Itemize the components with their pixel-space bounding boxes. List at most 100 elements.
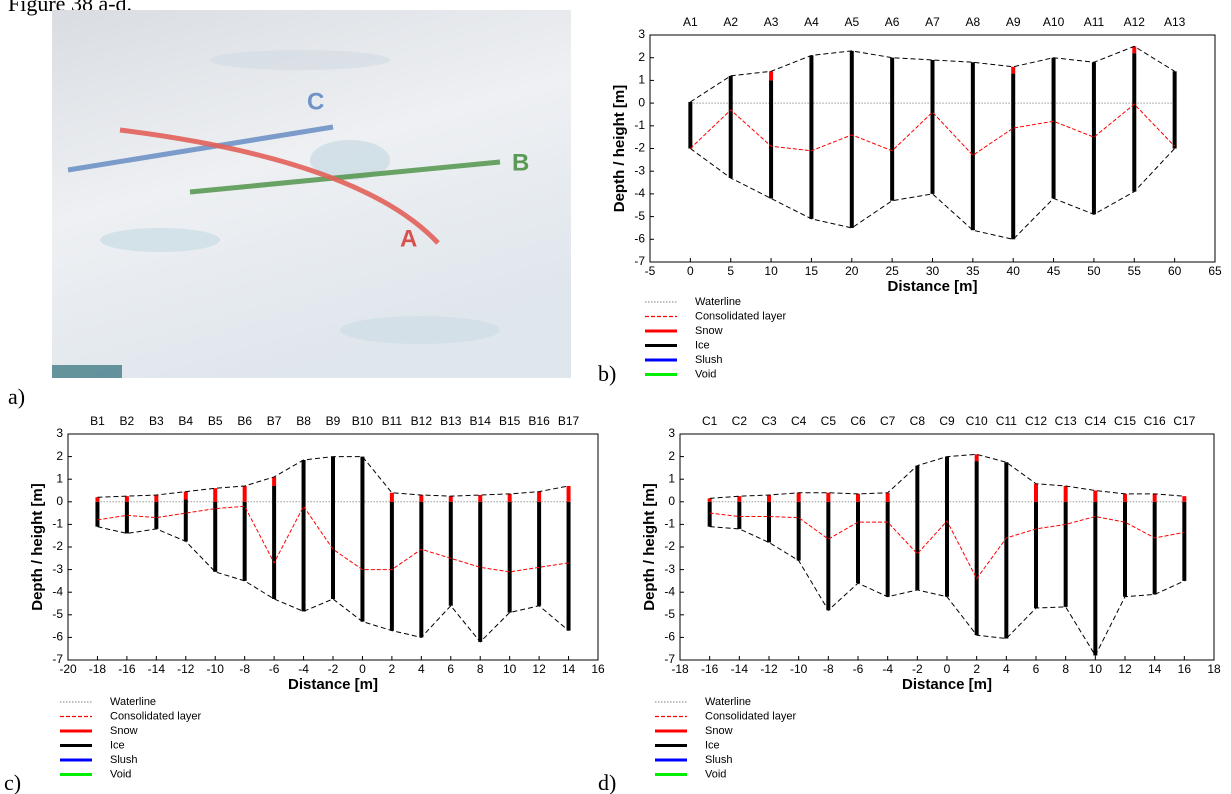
hole-label: B15 — [499, 414, 521, 428]
hole-label: A11 — [1084, 15, 1105, 29]
y-tick-label: 2 — [668, 449, 675, 463]
x-tick-label: 8 — [477, 662, 484, 676]
x-axis-title: Distance [m] — [288, 676, 378, 693]
x-tick-label: 2 — [973, 662, 980, 676]
x-tick-label: 25 — [885, 264, 899, 278]
hole-label: C5 — [821, 414, 837, 428]
hole-label: B6 — [237, 414, 252, 428]
y-tick-label: 1 — [56, 471, 63, 485]
legend-label: Void — [110, 768, 131, 780]
ice-column — [974, 461, 979, 636]
hole-label: B10 — [352, 414, 374, 428]
x-tick-label: 4 — [418, 662, 425, 676]
y-tick-label: -3 — [634, 163, 645, 177]
snow-segment — [856, 493, 860, 502]
ice-column — [1063, 501, 1068, 607]
ice-column — [769, 80, 774, 199]
ice-column — [707, 501, 712, 527]
hole-label: A13 — [1164, 15, 1186, 29]
x-tick-label: 40 — [1007, 264, 1021, 278]
hole-label: B12 — [411, 414, 433, 428]
legend-label: Ice — [110, 739, 125, 751]
ice-column — [885, 501, 890, 597]
surface-line — [97, 456, 569, 498]
y-tick-label: -4 — [52, 584, 63, 598]
snow-segment — [566, 485, 571, 502]
ice-column — [915, 465, 920, 590]
x-tick-label: 10 — [503, 662, 517, 676]
hole-label: C7 — [880, 414, 896, 428]
y-tick-label: 2 — [638, 50, 645, 64]
x-tick-label: -12 — [760, 662, 778, 676]
ice-column — [767, 501, 771, 543]
hole-label: C14 — [1084, 414, 1106, 428]
hole-label: C12 — [1025, 414, 1047, 428]
snow-segment — [885, 492, 890, 502]
x-tick-label: -16 — [701, 662, 719, 676]
x-tick-label: 10 — [764, 264, 778, 278]
y-tick-label: -3 — [664, 562, 675, 576]
y-tick-label: 1 — [668, 471, 675, 485]
legend-label: Snow — [705, 725, 733, 737]
ice-column — [1051, 57, 1056, 199]
photo-label: B — [512, 149, 529, 176]
x-tick-label: -2 — [912, 662, 923, 676]
ice-column — [272, 485, 277, 599]
surface-line — [709, 453, 1185, 499]
snow-segment — [707, 498, 712, 502]
x-tick-label: -16 — [118, 662, 136, 676]
snow-segment — [737, 496, 742, 502]
legend-label: Snow — [695, 325, 723, 337]
x-tick-label: -18 — [89, 662, 107, 676]
ice-column — [970, 62, 975, 231]
x-axis-title: Distance [m] — [887, 278, 977, 295]
ice-column — [1004, 462, 1009, 639]
x-tick-label: 16 — [1178, 662, 1192, 676]
legend-label: Waterline — [110, 696, 156, 708]
ice-column — [826, 501, 831, 611]
ice-column — [478, 501, 483, 642]
snow-segment — [154, 495, 159, 502]
hole-label: A7 — [925, 15, 940, 29]
snow-segment — [242, 485, 247, 502]
snow-segment — [419, 495, 424, 502]
ice-column — [1034, 501, 1038, 609]
ice-column — [688, 101, 693, 149]
hole-label: B4 — [178, 414, 193, 428]
snow-segment — [183, 491, 188, 500]
x-tick-label: 60 — [1168, 264, 1182, 278]
x-tick-label: -4 — [298, 662, 309, 676]
x-tick-label: -8 — [239, 662, 250, 676]
x-tick-label: 0 — [944, 662, 951, 676]
ice-column — [331, 456, 335, 599]
y-tick-label: -6 — [664, 630, 675, 644]
y-axis-title: Depth / height [m] — [611, 85, 628, 213]
y-tick-label: -5 — [664, 607, 675, 621]
snow-segment — [448, 496, 453, 502]
y-tick-label: -5 — [634, 209, 645, 223]
consolidated-line — [97, 505, 569, 573]
hole-label: B8 — [296, 414, 311, 428]
hole-label: A5 — [844, 15, 859, 29]
ice-column — [566, 501, 571, 631]
ice-column — [124, 501, 129, 534]
snow-segment — [767, 495, 771, 502]
hole-label: B16 — [528, 414, 550, 428]
snow-segment — [1063, 485, 1068, 502]
hole-label: C1 — [702, 414, 718, 428]
hole-label: C6 — [850, 414, 866, 428]
y-tick-label: -7 — [664, 652, 675, 666]
y-tick-label: 3 — [668, 426, 675, 440]
hole-label: A4 — [804, 15, 819, 29]
legend-label: Waterline — [695, 296, 741, 308]
ice-column — [1123, 501, 1127, 597]
hole-label: C4 — [791, 414, 807, 428]
ice-column — [930, 59, 935, 194]
y-tick-label: 2 — [56, 449, 63, 463]
hole-label: C13 — [1055, 414, 1077, 428]
hole-label: B14 — [470, 414, 492, 428]
x-tick-label: -10 — [790, 662, 808, 676]
snow-segment — [537, 491, 542, 502]
y-tick-label: -2 — [634, 141, 645, 155]
ice-column — [242, 501, 247, 581]
